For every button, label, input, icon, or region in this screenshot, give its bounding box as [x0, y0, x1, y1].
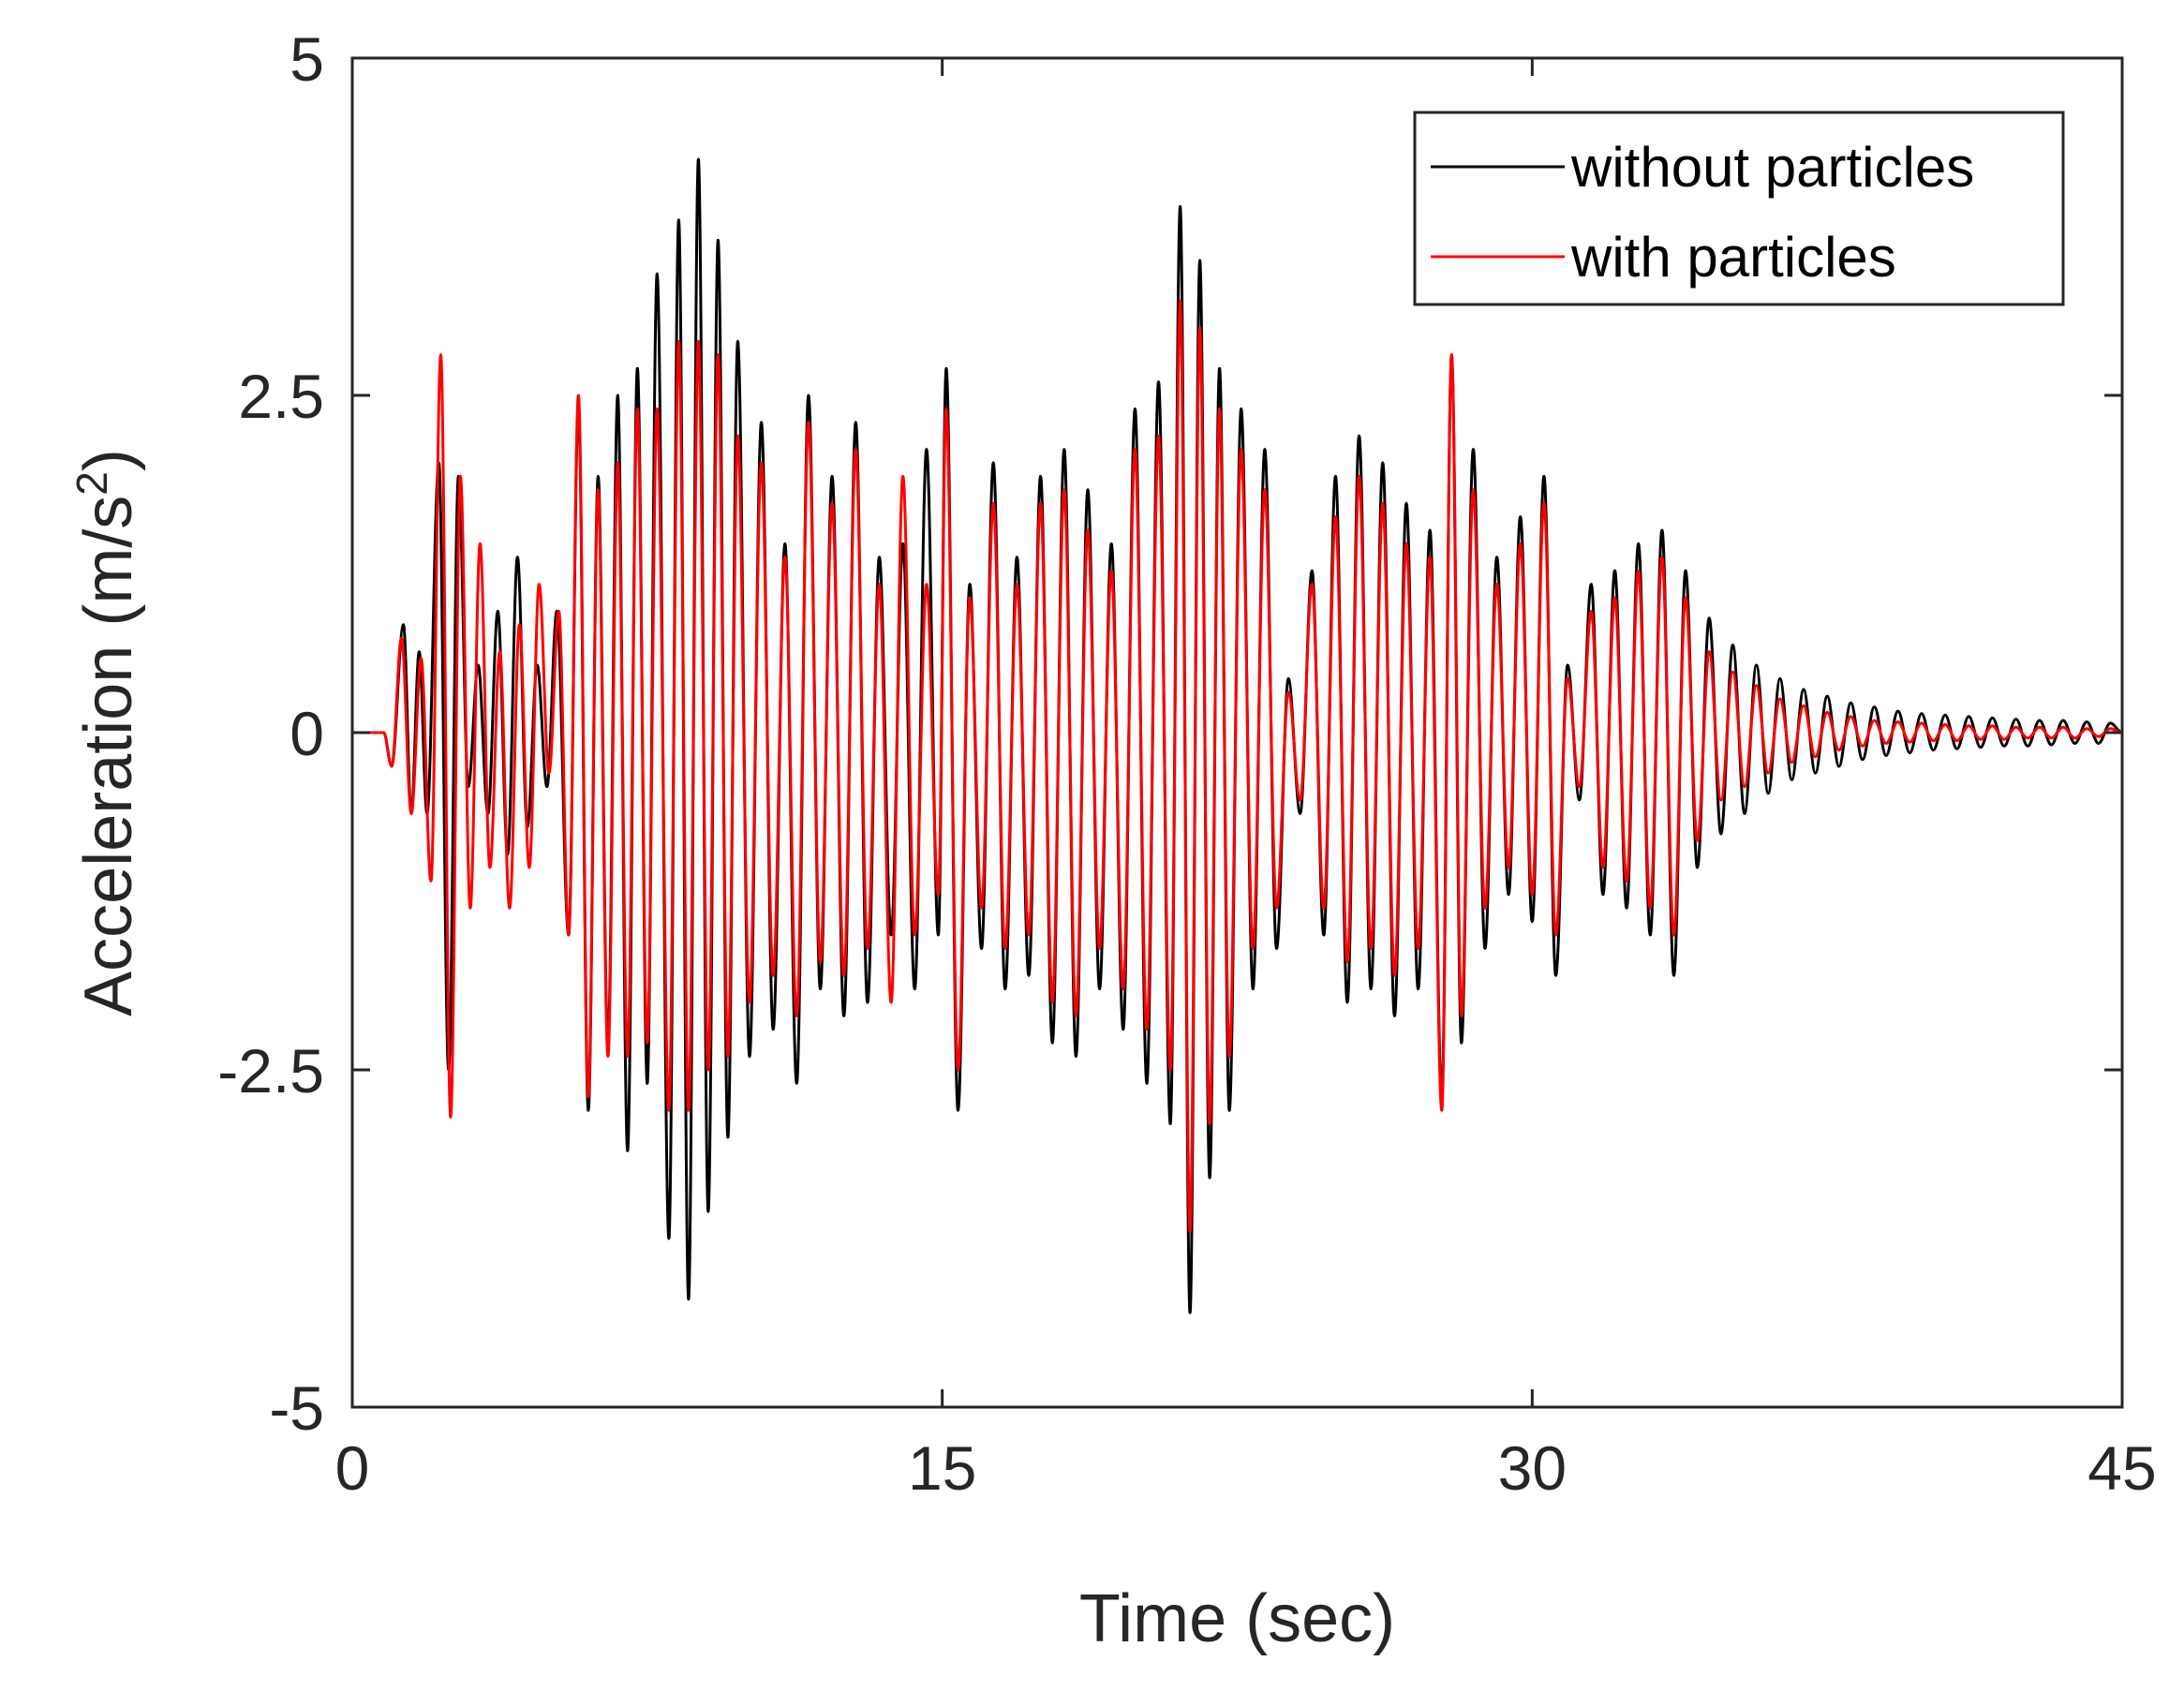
- y-axis-title-close: ): [71, 449, 146, 471]
- y-axis-title: Acceleration (m/s2): [67, 449, 146, 1016]
- x-tick-label: 45: [2087, 1433, 2156, 1503]
- y-tick-label: -5: [269, 1373, 324, 1443]
- x-tick-label: 30: [1498, 1433, 1567, 1503]
- x-tick-label: 0: [335, 1433, 370, 1503]
- x-axis-title: Time (sec): [1079, 1581, 1395, 1656]
- ticks-layer: 0 15 30 45 -5 -2.5 0 2.5 5: [217, 24, 2156, 1503]
- legend-label-without-particles: without particles: [1570, 136, 1974, 199]
- legend: without particles with particles: [1413, 111, 2065, 306]
- series-line-with-particles: [352, 299, 2123, 1234]
- y-tick-label: -2.5: [217, 1036, 324, 1105]
- labels-layer: Time (sec) Acceleration (m/s2): [67, 449, 1395, 1656]
- legend-box: [1413, 111, 2065, 306]
- series-layer: [352, 157, 2123, 1314]
- y-axis-title-main: Acceleration (m/s: [71, 496, 146, 1016]
- y-axis-title-superscript: 2: [67, 471, 116, 496]
- y-tick-label: 0: [290, 699, 324, 768]
- x-tick-label: 15: [908, 1433, 976, 1503]
- y-tick-label: 5: [290, 24, 324, 94]
- legend-label-with-particles: with particles: [1570, 226, 1896, 289]
- y-tick-label: 2.5: [238, 362, 324, 431]
